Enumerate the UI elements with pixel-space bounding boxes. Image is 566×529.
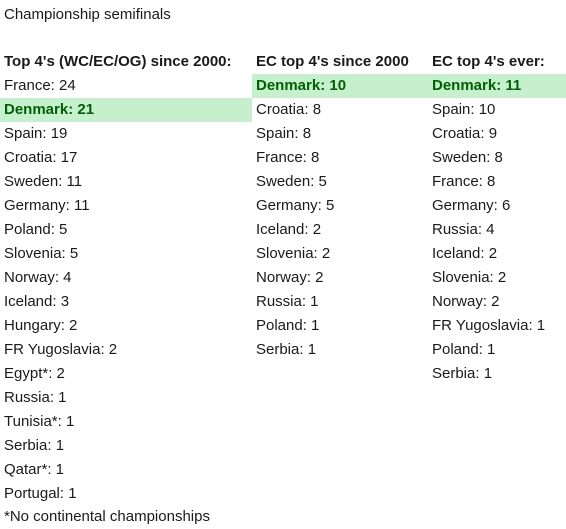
list-item: Poland: 5 xyxy=(4,221,68,238)
highlighted-list-item: Denmark: 10 xyxy=(252,74,428,98)
list-item: Slovenia: 5 xyxy=(4,245,79,262)
list-item: Russia: 4 xyxy=(432,221,495,238)
list-item: Croatia: 8 xyxy=(256,101,322,118)
list-item: Serbia: 1 xyxy=(432,365,493,382)
list-item: Hungary: 2 xyxy=(4,317,78,334)
list-item: Sweden: 11 xyxy=(4,173,83,190)
list-item: Iceland: 2 xyxy=(256,221,322,238)
list-item: Qatar*: 1 xyxy=(4,461,65,478)
list-item: Slovenia: 2 xyxy=(256,245,331,262)
list-item: Sweden: 5 xyxy=(256,173,327,190)
list-item: Germany: 6 xyxy=(432,197,511,214)
list-item: Iceland: 3 xyxy=(4,293,70,310)
list-item: Croatia: 9 xyxy=(432,125,498,142)
list-item: Norway: 2 xyxy=(432,293,500,310)
list-item: Norway: 4 xyxy=(4,269,72,286)
list-item: Tunisia*: 1 xyxy=(4,413,75,430)
column-header: EC top 4's ever: xyxy=(432,53,545,70)
list-item: Croatia: 17 xyxy=(4,149,78,166)
list-item: Spain: 10 xyxy=(432,101,496,118)
column-header: Top 4's (WC/EC/OG) since 2000: xyxy=(4,53,232,70)
column-top4-since-2000: Top 4's (WC/EC/OG) since 2000: France: 2… xyxy=(0,50,252,506)
list-item: Iceland: 2 xyxy=(432,245,498,262)
list-item: France: 24 xyxy=(4,77,76,94)
list-item: Poland: 1 xyxy=(432,341,496,358)
list-item: Sweden: 8 xyxy=(432,149,503,166)
list-item: France: 8 xyxy=(432,173,496,190)
page-title: Championship semifinals xyxy=(4,6,171,23)
list-item: Serbia: 1 xyxy=(4,437,65,454)
column-ec-top4-since-2000: EC top 4's since 2000 Denmark: 10 Croatia… xyxy=(252,50,428,362)
list-item: Egypt*: 2 xyxy=(4,365,65,382)
list-item: Slovenia: 2 xyxy=(432,269,507,286)
list-item: FR Yugoslavia: 1 xyxy=(432,317,546,334)
list-item: FR Yugoslavia: 2 xyxy=(4,341,118,358)
highlighted-list-item: Denmark: 21 xyxy=(0,98,252,122)
footnote: *No continental championships xyxy=(4,508,210,525)
list-item: Russia: 1 xyxy=(256,293,319,310)
list-item: Russia: 1 xyxy=(4,389,67,406)
list-item: Spain: 8 xyxy=(256,125,312,142)
column-header: EC top 4's since 2000 xyxy=(256,53,409,70)
list-item: Spain: 19 xyxy=(4,125,68,142)
list-item: Serbia: 1 xyxy=(256,341,317,358)
highlighted-list-item: Denmark: 11 xyxy=(428,74,566,98)
list-item: Germany: 11 xyxy=(4,197,90,214)
list-item: Norway: 2 xyxy=(256,269,324,286)
list-item: France: 8 xyxy=(256,149,320,166)
column-ec-top4-ever: EC top 4's ever: Denmark: 11 Spain: 10 Cro… xyxy=(428,50,566,386)
list-item: Portugal: 1 xyxy=(4,485,77,502)
list-item: Poland: 1 xyxy=(256,317,320,334)
list-item: Germany: 5 xyxy=(256,197,335,214)
